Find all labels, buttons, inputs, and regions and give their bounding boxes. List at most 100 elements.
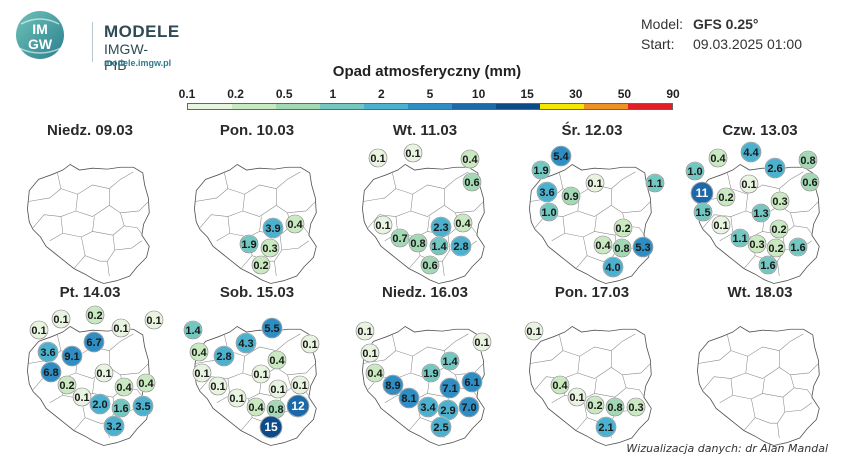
precip-value: 0.2 bbox=[59, 380, 74, 392]
precip-marker-ring bbox=[585, 173, 605, 193]
precip-marker-ring bbox=[261, 317, 283, 339]
precip-marker-ring bbox=[730, 228, 750, 248]
precip-marker-ring bbox=[739, 174, 759, 194]
logo-divider bbox=[92, 22, 93, 62]
precip-marker-ring bbox=[192, 363, 212, 383]
precip-value: 3.6 bbox=[40, 347, 55, 359]
precip-value: 1.5 bbox=[695, 207, 710, 219]
precip-marker-ring bbox=[144, 310, 164, 330]
precip-marker-ring bbox=[550, 375, 570, 395]
precip-marker-ring bbox=[61, 345, 83, 367]
legend-title: Opad atmosferyczny (mm) bbox=[332, 63, 522, 80]
country-outline bbox=[362, 163, 485, 284]
country-outline bbox=[194, 163, 317, 284]
precip-value: 0.4 bbox=[269, 355, 285, 367]
precip-value: 0.1 bbox=[113, 323, 128, 335]
precip-marker-ring bbox=[365, 363, 385, 383]
region-border bbox=[784, 402, 812, 413]
precip-value: 0.3 bbox=[628, 402, 643, 414]
legend-swatch bbox=[188, 104, 232, 109]
region-border bbox=[577, 201, 651, 217]
region-border bbox=[410, 201, 484, 217]
imgw-logo[interactable]: IM GW MODELE IMGW-PIB modele.imgw.pl bbox=[15, 10, 179, 73]
region-border bbox=[274, 235, 283, 277]
precip-marker-ring bbox=[111, 318, 131, 338]
precip-value: 0.4 bbox=[138, 378, 154, 390]
precip-marker-ring bbox=[626, 397, 646, 417]
poland-map: 0.1 0.2 0.10.1 0.16.73.6 9.16.8 0.10.2 0.4 0.40… bbox=[27, 305, 164, 446]
precip-marker-ring bbox=[285, 214, 305, 234]
precip-marker-ring bbox=[57, 375, 77, 395]
precip-value: 0.8 bbox=[607, 402, 622, 414]
precip-marker-ring bbox=[605, 397, 625, 417]
precip-value: 3.9 bbox=[265, 223, 280, 235]
precip-marker-ring bbox=[85, 305, 105, 325]
precip-value: 12 bbox=[291, 399, 305, 413]
legend-color-scale bbox=[187, 103, 673, 110]
legend-tick: 0.1 bbox=[178, 87, 196, 101]
precip-value: 1.0 bbox=[687, 166, 702, 178]
precip-value: 0.3 bbox=[749, 239, 764, 251]
precip-marker-ring bbox=[262, 217, 284, 239]
region-border bbox=[790, 374, 795, 388]
credit-text: Wizualizacja danych: dr Alan Mandal bbox=[626, 442, 828, 455]
region-border bbox=[790, 212, 795, 226]
region-border bbox=[194, 171, 229, 202]
precip-marker-ring bbox=[89, 393, 111, 415]
panel-day-title: Śr. 12.03 bbox=[561, 122, 623, 139]
legend-tick: 30 bbox=[569, 87, 583, 101]
precip-value: 8.9 bbox=[385, 380, 400, 392]
poland-map: 0.10.40.10.2 0.8 0.32.1 bbox=[524, 321, 652, 446]
precip-value: 2.8 bbox=[453, 241, 468, 253]
precip-value: 0.1 bbox=[405, 148, 420, 160]
precip-value: 0.1 bbox=[741, 179, 756, 191]
region-border bbox=[702, 194, 748, 228]
region-border bbox=[743, 398, 756, 431]
precip-value: 2.6 bbox=[767, 163, 782, 175]
precip-marker-ring bbox=[259, 415, 283, 439]
precip-value: 1.4 bbox=[431, 241, 447, 253]
precip-value: 0.1 bbox=[526, 326, 541, 338]
legend-swatch bbox=[364, 104, 408, 109]
poland-map: 4.4 0.4 0.8 1.0 2.6 0.6 0.1 11 0.2 0.3 1.5 1.3 0.1 0.… bbox=[685, 141, 820, 284]
precip-value: 0.1 bbox=[96, 368, 111, 380]
logo-letters-bottom: GW bbox=[28, 36, 53, 52]
precip-value: 1.1 bbox=[647, 178, 662, 190]
region-border bbox=[60, 171, 134, 195]
precip-marker-ring bbox=[398, 387, 420, 409]
precip-value: 0.1 bbox=[569, 392, 584, 404]
logo-url[interactable]: modele.imgw.pl bbox=[104, 58, 172, 68]
precip-value: 0.1 bbox=[253, 369, 268, 381]
country-outline bbox=[529, 325, 652, 446]
precip-value: 0.4 bbox=[595, 240, 611, 252]
precip-value: 0.1 bbox=[270, 384, 285, 396]
precip-marker-ring bbox=[103, 415, 125, 437]
precip-marker-ring bbox=[602, 256, 624, 278]
model-value: GFS 0.25° bbox=[693, 16, 759, 32]
region-border bbox=[564, 216, 597, 238]
precip-value: 0.2 bbox=[615, 223, 630, 235]
precip-marker-ring bbox=[460, 149, 480, 169]
precip-value: 0.1 bbox=[362, 348, 377, 360]
precip-marker-ring bbox=[450, 235, 472, 257]
precip-value: 2.0 bbox=[92, 399, 107, 411]
precip-value: 4.3 bbox=[238, 338, 253, 350]
legend-tick: 10 bbox=[471, 87, 486, 101]
logo-subtitle: IMGW-PIB bbox=[104, 41, 149, 73]
forecast-map-panel: Pon. 17.03 0.1 0.4 0.1 0.2 0.8 0.3 2.1 bbox=[517, 284, 667, 446]
precip-value: 11 bbox=[696, 186, 709, 200]
precip-marker-ring bbox=[550, 145, 572, 167]
precip-marker-ring bbox=[29, 320, 49, 340]
precip-marker-ring bbox=[235, 332, 257, 354]
region-border bbox=[281, 240, 309, 251]
precip-marker-ring bbox=[439, 377, 461, 399]
forecast-map-panel: Niedz. 16.03 0.1 0.1 0.1 1.4 0.4 1.9 6.1 8.9 7.1 8… bbox=[350, 284, 500, 446]
precip-marker-ring bbox=[747, 234, 767, 254]
model-row: Model: GFS 0.25° bbox=[641, 14, 841, 34]
precip-value: 0.2 bbox=[718, 192, 733, 204]
precip-value: 0.2 bbox=[771, 224, 786, 236]
precip-marker-ring bbox=[268, 379, 288, 399]
precip-value: 0.4 bbox=[462, 154, 478, 166]
precip-value: 0.1 bbox=[302, 339, 317, 351]
precip-marker-ring bbox=[539, 202, 559, 222]
